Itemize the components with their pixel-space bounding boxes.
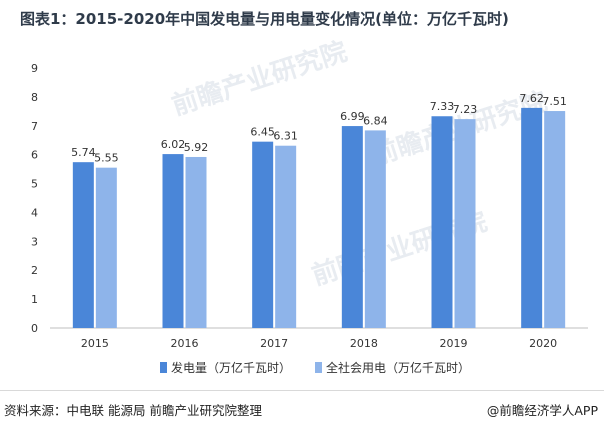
bar-series-2 [275, 145, 297, 328]
y-tick-label: 5 [31, 178, 38, 191]
brand-label: @前瞻经济学人APP [486, 403, 598, 418]
bar-value-label: 7.51 [542, 95, 567, 108]
legend-item-series-1: 发电量（万亿千瓦时） [160, 359, 291, 376]
footer: 资料来源：中电联 能源局 前瞻产业研究院整理 @前瞻经济学人APP [0, 390, 604, 427]
brand: @前瞻经济学人APP [487, 400, 598, 419]
x-tick-label: 2018 [350, 337, 378, 350]
y-tick-label: 4 [31, 206, 38, 219]
y-tick-label: 8 [31, 91, 38, 104]
bar-series-2 [544, 111, 566, 329]
bar-series-1 [521, 107, 543, 328]
bar-value-label: 6.45 [250, 126, 275, 139]
y-tick-label: 3 [31, 235, 38, 248]
bar-series-2 [95, 167, 117, 328]
x-axis-labels: 2015 2016 2017 2018 2019 2020 [81, 337, 557, 350]
legend-item-series-2: 全社会用电（万亿千瓦时） [315, 359, 470, 376]
bar-value-label: 5.92 [184, 141, 209, 154]
bar-value-label: 6.84 [363, 114, 388, 127]
bar-series-1 [341, 126, 363, 328]
legend-swatch-series-2 [315, 362, 323, 373]
bar-series-2 [185, 156, 207, 328]
bar-value-label: 7.23 [453, 103, 478, 116]
bar-series-1 [431, 116, 453, 328]
bar-series-2 [454, 119, 476, 328]
y-tick-label: 6 [31, 149, 38, 162]
x-tick-label: 2017 [260, 337, 288, 350]
y-axis: 0 1 2 3 4 5 6 7 8 9 [31, 62, 38, 335]
legend-label-series-2: 全社会用电（万亿千瓦时） [326, 361, 471, 375]
bar-series-1 [72, 162, 94, 328]
bar-value-label: 6.02 [161, 138, 186, 151]
legend-label-series-1: 发电量（万亿千瓦时） [171, 361, 292, 375]
bar-value-label: 7.62 [519, 92, 544, 105]
y-tick-label: 2 [31, 264, 38, 277]
bar-value-label: 6.31 [273, 130, 298, 143]
bar-series-1 [162, 154, 184, 328]
y-tick-label: 7 [31, 120, 38, 133]
bar-value-label: 5.74 [71, 146, 96, 159]
bar-series-1 [252, 141, 274, 328]
bar-value-label: 7.33 [430, 100, 455, 113]
y-tick-label: 1 [31, 293, 38, 306]
x-tick-label: 2020 [529, 337, 557, 350]
bar-series-2 [364, 130, 386, 328]
legend: 发电量（万亿千瓦时） 全社会用电（万亿千瓦时） [160, 359, 470, 376]
y-tick-label: 9 [31, 62, 38, 75]
x-tick-label: 2016 [171, 337, 199, 350]
x-tick-label: 2015 [81, 337, 109, 350]
watermark-text-1: 前瞻产业研究院 [168, 36, 351, 122]
bar-value-label: 5.55 [94, 152, 119, 165]
bars-group: 5.745.55 6.025.92 6.456.31 6.996.84 7.337.23… [71, 92, 567, 329]
x-tick-label: 2019 [440, 337, 468, 350]
legend-swatch-series-1 [160, 362, 167, 373]
chart-title: 图表1：2015-2020年中国发电量与用电量变化情况(单位：万亿千瓦时) [20, 10, 509, 28]
bar-value-label: 6.99 [340, 110, 365, 123]
source-note: 资料来源：中电联 能源局 前瞻产业研究院整理 [4, 403, 262, 418]
y-tick-label: 0 [31, 322, 38, 335]
